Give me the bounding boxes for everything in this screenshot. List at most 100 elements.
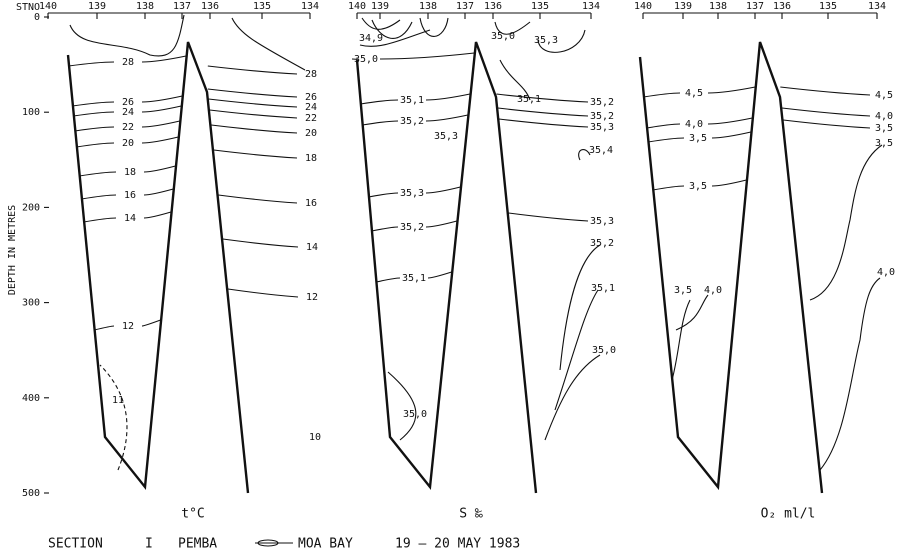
contour [218, 194, 298, 204]
contour [94, 319, 161, 331]
station-label: 139 [674, 1, 692, 12]
station-label: 137 [173, 1, 191, 12]
contour [497, 107, 589, 117]
contour-label: 4,0 [875, 111, 893, 122]
station-label: 140 [634, 1, 652, 12]
contour [648, 131, 752, 143]
contour-label: 22 [305, 113, 317, 124]
contour-label: 34,9 [359, 33, 383, 44]
contour-label: 35,3 [400, 188, 424, 199]
contour-label: 12 [306, 292, 318, 303]
contour-label: 4,0 [685, 119, 703, 130]
contour-label: 28 [122, 57, 134, 68]
station-label: 137 [456, 1, 474, 12]
contour-label: 10 [309, 432, 321, 443]
stations-label: STNO [16, 2, 40, 13]
contour-label: 3,5 [674, 285, 692, 296]
contour [209, 109, 298, 119]
contour [646, 117, 753, 129]
station-label: 135 [253, 1, 271, 12]
contour-label: 35,3 [590, 122, 614, 133]
bottom-profile [66, 41, 250, 494]
contour-label: 35,3 [534, 35, 558, 46]
contour [76, 136, 179, 148]
station-label: 136 [773, 1, 791, 12]
contour-label: 16 [305, 198, 317, 209]
contour-label: 26 [122, 97, 134, 108]
y-tick-label: 100 [22, 107, 40, 118]
contour-label: 18 [124, 167, 136, 178]
station-label: 138 [709, 1, 727, 12]
y-axis-label: DEPTH IN METRES [7, 205, 18, 295]
contour [72, 95, 183, 107]
station-label: 135 [531, 1, 549, 12]
contour [211, 124, 298, 134]
contour-label: 35,4 [589, 145, 613, 156]
contour-label: 35,1 [517, 94, 541, 105]
caption-date: 19 – 20 MAY 1983 [395, 537, 520, 552]
contour-label: 4,0 [704, 285, 722, 296]
contour [351, 52, 475, 64]
contour [809, 144, 883, 471]
contour-label: 35,2 [590, 111, 614, 122]
contour-label: 35,2 [590, 97, 614, 108]
station-label: 139 [88, 1, 106, 12]
contour-label: 14 [306, 242, 318, 253]
contour-label: 16 [124, 190, 136, 201]
contour [643, 86, 756, 98]
bottom-profile [355, 41, 538, 494]
caption-to: MOA BAY [298, 537, 353, 552]
contour [222, 238, 299, 248]
y-tick-label: 300 [22, 298, 40, 309]
contour [207, 65, 298, 75]
station-label: 138 [419, 1, 437, 12]
contour [213, 149, 298, 159]
contour [231, 17, 306, 71]
contour-label: 4,5 [685, 88, 703, 99]
contour-label: 22 [122, 122, 134, 133]
contour [494, 21, 586, 101]
station-label: 140 [39, 1, 57, 12]
bottom-profile [638, 41, 824, 494]
contour [81, 188, 174, 200]
contour [359, 17, 449, 47]
contour [208, 98, 298, 108]
contour [578, 149, 591, 161]
contour-label: 3,5 [689, 133, 707, 144]
contour-label: 18 [305, 153, 317, 164]
contour-label: 12 [122, 321, 134, 332]
station-label: 140 [348, 1, 366, 12]
contour-label: 24 [122, 107, 134, 118]
contour-label: 20 [305, 128, 317, 139]
contour-label: 35,1 [400, 95, 424, 106]
contour-label: 11 [112, 395, 124, 406]
station-label: 137 [746, 1, 764, 12]
contour [68, 55, 187, 67]
contour [83, 211, 172, 223]
contour-label: 20 [122, 138, 134, 149]
contour [207, 88, 298, 98]
contour-label: 35,2 [400, 222, 424, 233]
caption-arrow [257, 539, 279, 547]
contour [783, 119, 871, 129]
caption-section: SECTION [48, 537, 103, 552]
contour [781, 107, 871, 117]
station-label: 136 [201, 1, 219, 12]
contour-label: 35,0 [354, 54, 378, 65]
contour-label: 35,2 [590, 238, 614, 249]
parameter-label: t°C [181, 507, 204, 522]
contour [73, 105, 182, 117]
caption-from: PEMBA [178, 537, 217, 552]
station-label: 135 [819, 1, 837, 12]
y-tick-label: 500 [22, 488, 40, 499]
contour [74, 120, 180, 132]
y-tick-label: 200 [22, 202, 40, 213]
contour [360, 93, 471, 105]
contour [780, 86, 871, 96]
contour-label: 35,0 [592, 345, 616, 356]
contour [362, 114, 468, 126]
contour [227, 288, 299, 298]
parameter-label: O₂ ml/l [761, 507, 816, 522]
contour [371, 220, 458, 232]
